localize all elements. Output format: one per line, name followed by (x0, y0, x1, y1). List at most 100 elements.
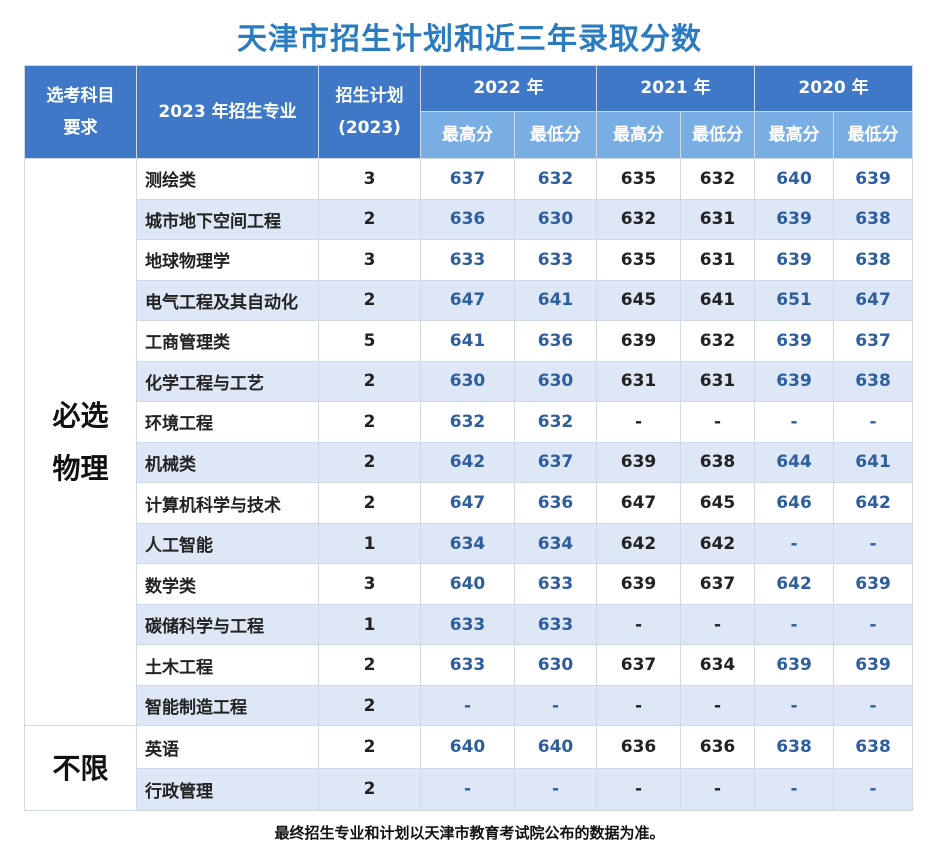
score-2020-min: 647 (833, 279, 914, 322)
score-2022-min: 641 (513, 279, 598, 322)
score-2021-min: 631 (680, 198, 756, 241)
score-2020-min: 639 (833, 158, 914, 200)
score-2022-min: - (513, 684, 598, 727)
table-row: 环境工程 2 632 632- - - - (25, 401, 914, 443)
plan-cell: 2 (318, 482, 421, 524)
plan-cell: 2 (318, 198, 421, 241)
major-cell: 工商管理类 (136, 320, 319, 362)
header-row-scores: 最高分 最低分 最高分 最低分 最高分 最低分 (25, 111, 914, 159)
score-2021-min: - (680, 603, 756, 646)
major-cell: 电气工程及其自动化 (136, 279, 319, 322)
score-2021-max: - (596, 684, 682, 727)
major-cell: 碳储科学与工程 (136, 603, 319, 646)
score-2021-max: 635 (596, 239, 682, 281)
score-2021-min: 645 (680, 482, 756, 524)
major-cell: 化学工程与工艺 (136, 360, 319, 403)
plan-cell: 3 (318, 239, 421, 281)
header-requirement-line2: 要求 (63, 118, 98, 138)
score-2020-min: 641 (833, 441, 914, 484)
plan-cell: 2 (318, 644, 421, 686)
table-row: 化学工程与工艺 2 630 630 631 631 639 638 (25, 360, 914, 403)
plan-cell: 3 (318, 563, 421, 605)
score-2022-max: 633 (420, 644, 515, 686)
table-row: 人工智能 1 634 634 642 642- - (25, 522, 914, 565)
plan-cell: 2 (318, 360, 421, 403)
table-row: 工商管理类 5 641 636 639 632 639 637 (25, 320, 914, 362)
score-2022-min: 633 (513, 603, 598, 646)
score-2020-max: 639 (754, 198, 835, 241)
score-2022-max: 647 (420, 482, 515, 524)
plan-cell: 2 (318, 401, 421, 443)
score-2020-max: 640 (754, 158, 835, 200)
score-2022-min: 630 (513, 644, 598, 686)
score-2020-min: 638 (833, 360, 914, 403)
score-2020-max: 639 (754, 239, 835, 281)
requirement-cell: 不限 (24, 725, 137, 811)
requirement-cell: 必选 物理 (24, 157, 137, 727)
score-2021-max: 639 (596, 563, 682, 605)
score-2020-min: 638 (833, 725, 914, 769)
score-2021-max: - (596, 401, 682, 443)
major-cell: 数学类 (136, 563, 319, 605)
plan-cell: 2 (318, 767, 421, 812)
table-row: 土木工程 2 633 630 637 634 639 639 (25, 644, 914, 686)
score-2022-min: 633 (513, 239, 598, 281)
score-2020-max: - (754, 522, 835, 565)
score-2022-min: 630 (513, 198, 598, 241)
score-2020-min: - (833, 684, 914, 727)
page-title: 天津市招生计划和近三年录取分数 (237, 22, 702, 57)
table-row: 电气工程及其自动化 2 647 641 645 641 651 647 (25, 279, 914, 322)
score-2021-min: 632 (680, 158, 756, 200)
score-2021-min: 631 (680, 360, 756, 403)
score-2021-min: 636 (680, 725, 756, 769)
score-2021-max: 631 (596, 360, 682, 403)
score-2022-min: - (513, 767, 598, 812)
score-2021-max: 635 (596, 158, 682, 200)
header-max-2020: 最高分 (754, 111, 835, 159)
score-2022-max: 636 (420, 198, 515, 241)
score-2020-max: 644 (754, 441, 835, 484)
score-2021-min: 632 (680, 320, 756, 362)
table-row: 数学类 3 640 633 639 637 642 639 (25, 563, 914, 605)
table-row: 不限 英语 2 640 640 636 636 638 638 (24, 725, 914, 811)
header-plan: 招生计划 (2023) (318, 65, 421, 159)
score-2020-min: - (833, 767, 914, 812)
score-2020-max: - (754, 767, 835, 812)
score-2022-max: 633 (420, 239, 515, 281)
score-2022-max: 632 (420, 401, 515, 443)
header-year-2020: 2020 年 (754, 65, 914, 112)
score-2020-max: 651 (754, 279, 835, 322)
score-2020-min: - (833, 522, 914, 565)
header-max-2021: 最高分 (596, 111, 682, 159)
score-2021-max: 639 (596, 441, 682, 484)
header-plan-line2: (2023) (338, 118, 401, 138)
score-2021-min: - (680, 401, 756, 443)
score-2020-max: - (754, 684, 835, 727)
score-2021-max: 639 (596, 320, 682, 362)
score-2020-max: 639 (754, 644, 835, 686)
score-2020-max: - (754, 401, 835, 443)
admission-table: 选考科目 要求 2023 年招生专业 招生计划 (2023) 2022 年 20… (24, 65, 914, 812)
score-2020-max: 642 (754, 563, 835, 605)
score-2021-max: - (596, 767, 682, 812)
score-2022-min: 636 (513, 320, 598, 362)
score-2021-max: 645 (596, 279, 682, 322)
score-2022-max: 641 (420, 320, 515, 362)
header-year-2021: 2021 年 (596, 65, 756, 112)
plan-cell: 5 (318, 320, 421, 362)
table-row: 智能制造工程 2- - - - - - (25, 684, 914, 727)
score-2021-min: - (680, 767, 756, 812)
score-2020-min: 638 (833, 198, 914, 241)
score-2022-max: 642 (420, 441, 515, 484)
score-2021-max: 637 (596, 644, 682, 686)
table-row: 碳储科学与工程 1 633 633- - - - (25, 603, 914, 646)
major-cell: 测绘类 (136, 158, 319, 200)
header-major: 2023 年招生专业 (136, 65, 319, 159)
major-cell: 地球物理学 (136, 239, 319, 281)
score-2020-max: 639 (754, 360, 835, 403)
table-row: 机械类 2 642 637 639 638 644 641 (25, 441, 914, 484)
footnote: 最终招生专业和计划以天津市教育考试院公布的数据为准。 (274, 824, 665, 842)
major-cell: 行政管理 (136, 767, 319, 812)
score-2021-min: 637 (680, 563, 756, 605)
score-2022-max: 633 (420, 603, 515, 646)
